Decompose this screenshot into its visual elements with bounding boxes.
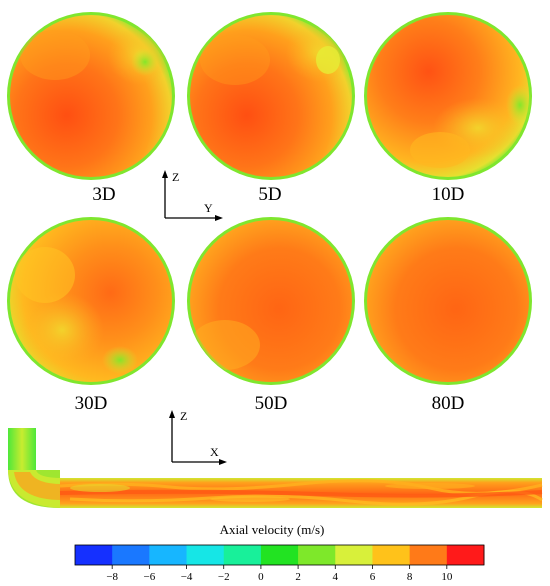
axis-label-x: X <box>210 445 219 459</box>
section-80d <box>364 217 532 385</box>
colorbar-tick-label: 2 <box>295 571 301 583</box>
longitudinal-axes: Z X <box>169 409 227 465</box>
colorbar-cell <box>223 545 262 565</box>
colorbar-cell <box>260 545 299 565</box>
colorbar-tick-label: 6 <box>370 571 376 583</box>
colorbar-tick-label: 8 <box>407 571 413 583</box>
cross-section-axes: Z Y <box>162 170 223 221</box>
colorbar-cell <box>75 545 113 565</box>
colorbar-tick-label: −8 <box>106 571 118 583</box>
colorbar-cell <box>446 545 485 565</box>
colorbar-ticks: −8 −6 −4 −2 0 2 4 6 8 10 <box>106 565 453 583</box>
section-10d <box>364 12 532 180</box>
section-label-80d: 80D <box>432 393 465 414</box>
colorbar-tick-label: −6 <box>144 571 156 583</box>
section-30d <box>7 217 175 385</box>
section-50d <box>187 217 355 385</box>
colorbar-cell <box>372 545 411 565</box>
colorbar-tick-label: 10 <box>441 571 453 583</box>
section-label-50d: 50D <box>255 393 288 414</box>
section-3d <box>7 12 175 180</box>
colorbar-cell <box>335 545 373 565</box>
colorbar-cell <box>149 545 188 565</box>
section-label-10d: 10D <box>432 184 465 205</box>
colorbar: Axial velocity (m/s) −8 −6 −4 −2 0 2 4 6 8 10 <box>74 522 485 583</box>
longitudinal-pipe <box>8 428 543 508</box>
axis-label-z-bottom: Z <box>180 409 187 423</box>
colorbar-tick-label: 4 <box>333 571 339 583</box>
colorbar-border <box>74 544 485 566</box>
colorbar-cell <box>186 545 225 565</box>
colorbar-cell <box>298 545 336 565</box>
section-5d <box>187 12 355 180</box>
axis-label-z-top: Z <box>172 170 179 184</box>
colorbar-title: Axial velocity (m/s) <box>220 522 325 537</box>
colorbar-cells <box>74 544 485 566</box>
section-label-5d: 5D <box>258 184 281 205</box>
colorbar-tick-label: −2 <box>218 571 230 583</box>
colorbar-cell <box>112 545 150 565</box>
colorbar-tick-label: 0 <box>258 571 264 583</box>
section-label-3d: 3D <box>92 184 115 205</box>
axis-label-y: Y <box>204 201 213 215</box>
section-label-30d: 30D <box>75 393 108 414</box>
colorbar-tick-label: −4 <box>181 571 193 583</box>
colorbar-cell <box>409 545 448 565</box>
